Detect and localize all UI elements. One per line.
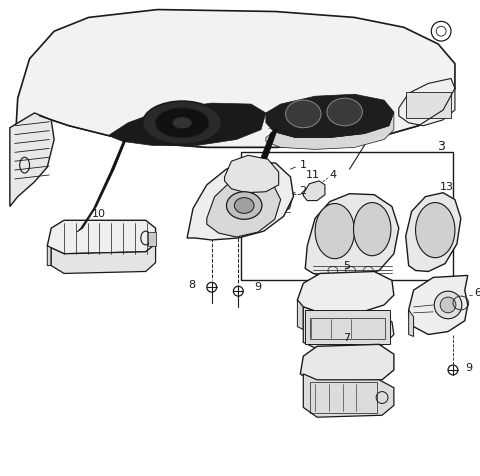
Ellipse shape [234, 198, 254, 213]
Text: 10: 10 [92, 209, 106, 219]
Text: 8: 8 [188, 280, 195, 290]
Polygon shape [303, 181, 325, 200]
Polygon shape [300, 344, 394, 382]
Text: 4: 4 [329, 170, 336, 180]
Polygon shape [406, 193, 461, 271]
Text: 2: 2 [300, 186, 306, 196]
Polygon shape [77, 138, 127, 232]
Text: 5: 5 [343, 260, 350, 270]
Ellipse shape [172, 117, 192, 129]
Polygon shape [266, 94, 394, 138]
Ellipse shape [434, 291, 462, 319]
Text: 1: 1 [300, 160, 306, 170]
Text: 4: 4 [307, 112, 315, 125]
Text: 9: 9 [465, 363, 472, 373]
Polygon shape [298, 300, 303, 329]
Bar [305, 310, 390, 344]
Polygon shape [10, 113, 54, 207]
Ellipse shape [251, 186, 259, 213]
Text: 9: 9 [254, 282, 261, 292]
Polygon shape [408, 276, 468, 335]
Text: 6: 6 [475, 288, 480, 298]
Text: 3: 3 [360, 109, 368, 123]
Polygon shape [14, 10, 455, 167]
Polygon shape [207, 175, 281, 237]
Ellipse shape [315, 204, 355, 258]
Text: 13: 13 [440, 182, 454, 192]
Polygon shape [399, 79, 455, 126]
Polygon shape [47, 220, 156, 254]
Polygon shape [187, 161, 293, 240]
Polygon shape [305, 194, 399, 278]
Ellipse shape [327, 98, 362, 126]
Ellipse shape [353, 203, 391, 256]
Bar [310, 318, 385, 339]
Polygon shape [225, 155, 279, 193]
Polygon shape [47, 246, 51, 266]
Ellipse shape [156, 108, 209, 138]
Text: 7: 7 [343, 334, 350, 344]
Text: 3: 3 [437, 140, 445, 153]
Polygon shape [303, 307, 394, 350]
Polygon shape [51, 244, 156, 273]
Polygon shape [298, 271, 394, 313]
Polygon shape [108, 103, 266, 146]
Text: 12: 12 [252, 170, 266, 180]
Bar [241, 152, 453, 280]
Polygon shape [408, 310, 414, 337]
Bar [310, 382, 377, 413]
Ellipse shape [416, 203, 455, 258]
Ellipse shape [440, 297, 456, 313]
Bar [406, 92, 451, 118]
Text: 11: 11 [306, 170, 320, 180]
Polygon shape [232, 129, 278, 218]
Polygon shape [251, 182, 293, 216]
Bar [148, 232, 156, 246]
Polygon shape [14, 116, 39, 167]
Polygon shape [266, 112, 394, 149]
Ellipse shape [227, 192, 262, 219]
Ellipse shape [143, 101, 222, 144]
Polygon shape [303, 374, 394, 417]
Ellipse shape [286, 100, 321, 128]
